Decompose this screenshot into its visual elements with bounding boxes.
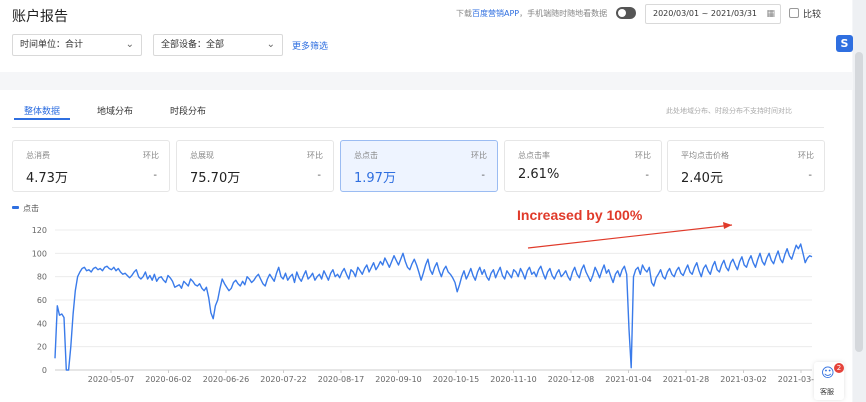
metric-delta: -	[481, 170, 485, 181]
time-unit-select[interactable]: 时间单位：合计 ⌄	[12, 34, 142, 56]
annotation-arrow-head	[723, 222, 732, 229]
clicks-line-chart: 0 20 40 60 80 100 120 2020-05-07 2020-06-02 2020-…	[32, 222, 825, 384]
metric-card-ctr[interactable]: 总点击率 环比 2.61% -	[504, 140, 662, 192]
metric-label: 总点击	[354, 151, 378, 160]
x-tick-label: 2021-03-02	[720, 375, 767, 384]
compare-checkbox[interactable]: 比较	[789, 7, 821, 20]
tab-overall[interactable]: 整体数据	[24, 107, 61, 117]
series-line-clicks	[54, 243, 813, 371]
x-tick-label: 2020-07-22	[260, 375, 307, 384]
app-download-hint: 下载百度营销APP，手机端随时随地看数据	[456, 8, 607, 19]
x-tick-label: 2020-06-26	[203, 375, 250, 384]
y-tick-label: 100	[32, 249, 47, 258]
app-hint-prefix: 下载	[456, 9, 472, 18]
date-range-value: 2020/03/01 ~ 2021/03/31	[653, 9, 758, 18]
customer-service-label: 客服	[820, 388, 834, 396]
x-tick-label: 2020-11-10	[490, 375, 537, 384]
notification-badge: 2	[834, 363, 844, 373]
metric-card-avg-cpc[interactable]: 平均点击价格 环比 2.40元 -	[667, 140, 825, 192]
legend-label: 点击	[23, 204, 39, 213]
x-tick-label: 2020-12-08	[548, 375, 595, 384]
y-tick-label: 80	[37, 273, 47, 282]
time-unit-value: 时间单位：合计	[20, 40, 84, 50]
metric-value: 1.97万	[354, 171, 396, 186]
page-title: 账户报告	[12, 9, 68, 25]
metric-compare-label: 环比	[471, 151, 487, 160]
metric-label: 总展现	[190, 151, 214, 160]
tab-time[interactable]: 时段分布	[170, 107, 207, 117]
metric-value: 75.70万	[190, 171, 241, 186]
chart-legend[interactable]: 点击	[12, 203, 39, 214]
device-select[interactable]: 全部设备：全部 ⌄	[153, 34, 283, 56]
metric-card-cost[interactable]: 总消费 环比 4.73万 -	[12, 140, 170, 192]
more-filters-link[interactable]: 更多筛选	[292, 42, 329, 52]
metric-label: 总消费	[26, 151, 50, 160]
metric-value: 2.40元	[681, 171, 723, 186]
customer-service-button[interactable]: ☺ 2 客服	[814, 362, 844, 400]
compare-label: 比较	[803, 10, 822, 20]
metric-card-impressions[interactable]: 总展现 环比 75.70万 -	[176, 140, 334, 192]
x-tick-label: 2021-03-30	[778, 375, 825, 384]
metric-compare-label: 环比	[635, 151, 651, 160]
calendar-icon: ▦	[766, 9, 775, 19]
checkbox-icon	[789, 8, 799, 18]
report-header: 账户报告 下载百度营销APP，手机端随时随地看数据 2020/03/01 ~ 2…	[0, 0, 852, 72]
tab-divider	[12, 127, 824, 128]
metric-delta: -	[317, 170, 321, 181]
metric-delta: -	[808, 170, 812, 181]
metric-delta: -	[645, 170, 649, 181]
device-value: 全部设备：全部	[161, 40, 225, 50]
metric-compare-label: 环比	[307, 151, 323, 160]
tab-region[interactable]: 地域分布	[97, 107, 134, 117]
chevron-down-icon: ⌄	[125, 39, 134, 50]
metric-compare-label: 环比	[143, 151, 159, 160]
y-tick-label: 40	[37, 319, 47, 328]
chat-icon: ☺	[821, 366, 835, 381]
app-hint-suffix: ，手机端随时随地看数据	[519, 9, 608, 18]
app-download-link[interactable]: 百度营销APP	[472, 9, 520, 18]
legend-swatch	[12, 206, 19, 209]
tab-note: 此处地域分布、时段分布不支持时间对比	[666, 107, 792, 115]
x-tick-label: 2021-01-04	[605, 375, 652, 384]
scrollbar-thumb[interactable]	[855, 52, 863, 352]
x-tick-label: 2020-09-10	[375, 375, 422, 384]
x-tick-label: 2020-10-15	[433, 375, 480, 384]
metric-compare-label: 环比	[798, 151, 814, 160]
annotation-arrow-line	[527, 224, 733, 249]
side-app-icon[interactable]: S	[836, 35, 853, 52]
chevron-down-icon: ⌄	[266, 39, 275, 50]
y-tick-label: 20	[37, 343, 47, 352]
metric-value: 2.61%	[518, 167, 560, 182]
metric-delta: -	[153, 170, 157, 181]
x-tick-label: 2020-06-02	[145, 375, 192, 384]
metric-value: 4.73万	[26, 171, 68, 186]
active-tab-indicator	[14, 118, 70, 120]
metric-card-clicks[interactable]: 总点击 环比 1.97万 -	[340, 140, 498, 192]
y-tick-label: 120	[32, 226, 47, 235]
report-card: 整体数据 地域分布 时段分布 此处地域分布、时段分布不支持时间对比 总消费 环比…	[0, 90, 852, 402]
x-tick-label: 2020-08-17	[318, 375, 365, 384]
metric-label: 总点击率	[518, 151, 550, 160]
x-tick-label: 2021-01-28	[663, 375, 710, 384]
metric-label: 平均点击价格	[681, 151, 729, 160]
growth-annotation: Increased by 100%	[517, 207, 643, 223]
date-range-picker[interactable]: 2020/03/01 ~ 2021/03/31 ▦	[645, 4, 781, 24]
x-tick-label: 2020-05-07	[88, 375, 135, 384]
mobile-data-toggle[interactable]	[616, 7, 636, 19]
y-tick-label: 60	[37, 296, 47, 305]
y-tick-label: 0	[42, 366, 47, 375]
